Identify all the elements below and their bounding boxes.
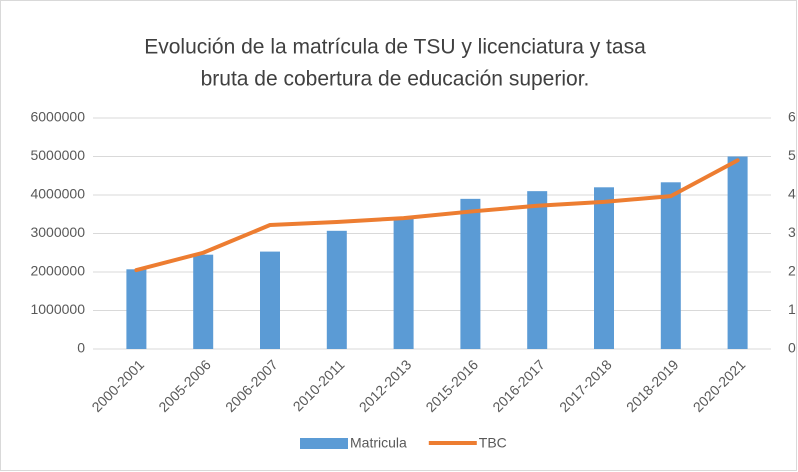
y-tick-label: 6000000: [30, 109, 85, 125]
bar: [660, 182, 681, 349]
y2-tick-label: 2: [788, 263, 796, 279]
bar: [193, 254, 214, 349]
y-tick-label: 1000000: [30, 301, 85, 317]
y2-tick-label: 5: [788, 147, 796, 163]
line: [134, 158, 740, 273]
legend-label: TBC: [479, 435, 507, 451]
bar: [594, 187, 614, 349]
y-tick-label: 5000000: [30, 147, 85, 163]
bar: [326, 230, 347, 349]
bar: [393, 218, 414, 349]
y-tick-label: 0: [77, 340, 85, 356]
chart-title: bruta de cobertura de educación superior…: [201, 68, 590, 91]
legend-swatch: [300, 438, 348, 449]
y2-tick-label: 3: [788, 224, 796, 240]
bar: [126, 269, 147, 349]
bar: [460, 198, 481, 349]
y2-tick-label: 0: [788, 340, 796, 356]
y-tick-label: 4000000: [30, 186, 85, 202]
bar: [727, 156, 748, 349]
bar: [527, 191, 548, 349]
y-tick-label: 2000000: [30, 263, 85, 279]
legend-label: Matricula: [350, 435, 407, 451]
chart-title: Evolución de la matrícula de TSU y licen…: [144, 36, 646, 59]
y-tick-label: 3000000: [30, 224, 85, 240]
y2-tick-label: 4: [788, 186, 796, 202]
y2-tick-label: 1: [788, 301, 796, 317]
bar: [260, 251, 280, 349]
y2-tick-label: 6: [788, 109, 796, 125]
